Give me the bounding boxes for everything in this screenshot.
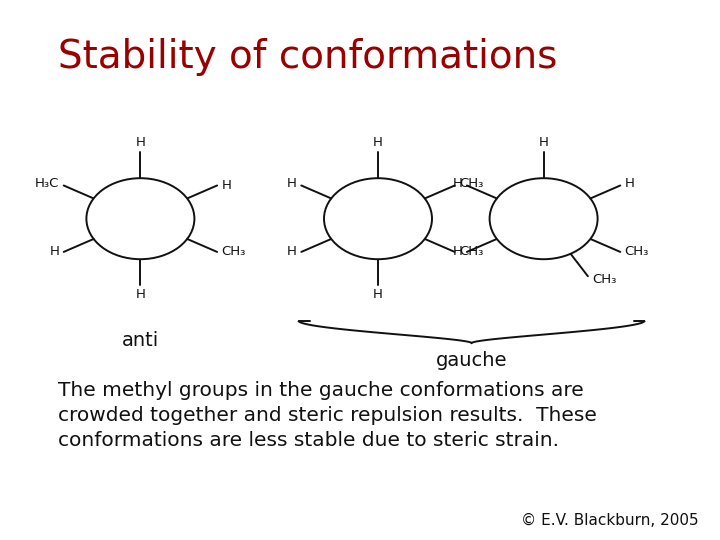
Circle shape [324,178,432,259]
Text: H: H [222,179,231,192]
Text: H₃C: H₃C [35,177,59,191]
Text: anti: anti [122,331,159,350]
Text: CH₃: CH₃ [459,245,483,259]
Text: CH₃: CH₃ [625,245,649,259]
Text: H: H [625,177,634,191]
Text: Stability of conformations: Stability of conformations [58,38,557,76]
Text: H: H [453,177,462,191]
Text: H: H [135,136,145,149]
Text: H: H [453,245,462,259]
Text: H: H [287,177,297,191]
Text: CH₃: CH₃ [459,177,483,191]
Text: H: H [135,288,145,301]
Circle shape [86,178,194,259]
Text: The methyl groups in the gauche conformations are
crowded together and steric re: The methyl groups in the gauche conforma… [58,381,596,450]
Text: H: H [373,136,383,149]
Text: © E.V. Blackburn, 2005: © E.V. Blackburn, 2005 [521,513,698,528]
Text: CH₃: CH₃ [593,273,616,286]
Text: gauche: gauche [436,351,508,370]
Text: CH₃: CH₃ [222,245,246,259]
Text: H: H [373,288,383,301]
Text: H: H [539,136,549,149]
Circle shape [490,178,598,259]
Text: H: H [50,245,59,259]
Text: H: H [287,245,297,259]
